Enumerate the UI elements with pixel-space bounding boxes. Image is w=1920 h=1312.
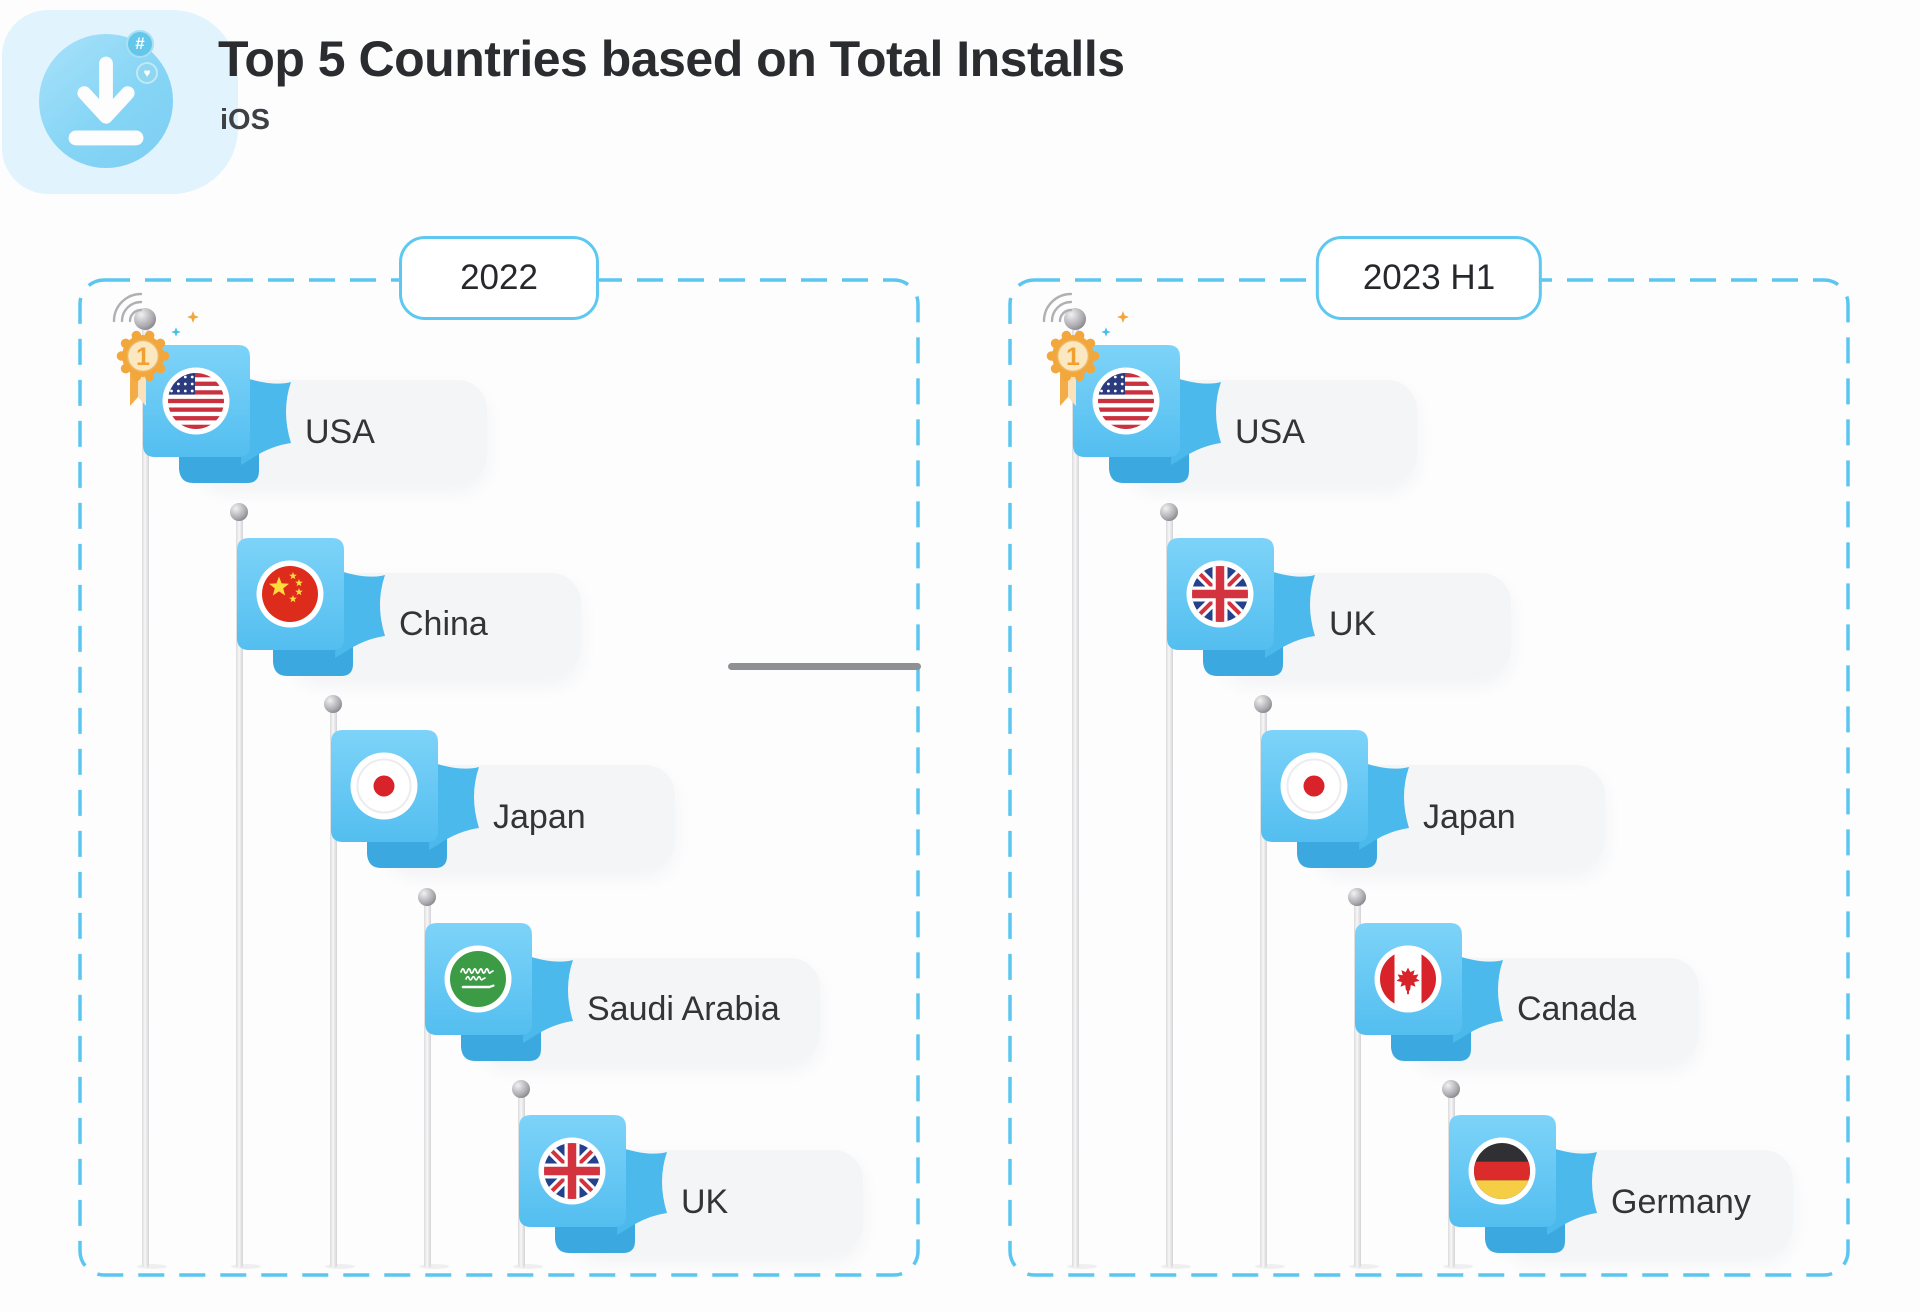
heart-glyph: ♥ (143, 66, 151, 80)
flag-usa-banner (143, 345, 291, 483)
flagpole (1259, 706, 1267, 1268)
flag-row-usa (133, 341, 303, 501)
flag-uk (538, 1137, 606, 1205)
period-label-2023-h1: 2023 H1 (1315, 236, 1543, 320)
flagpole (329, 706, 337, 1268)
rank-1-medal: 1 (1046, 330, 1100, 406)
flagpole (235, 513, 243, 1268)
flagpole-ball (1442, 1080, 1460, 1098)
hashtag-glyph: # (135, 34, 145, 53)
flag-row-japan (1251, 726, 1421, 886)
flagpole-ball (1254, 695, 1272, 713)
flag-row-china (227, 534, 397, 694)
hashtag-icon: # (126, 30, 154, 58)
flagpole (1071, 321, 1079, 1268)
flagpole-ball (1348, 887, 1366, 906)
flagpole-shadow (325, 1264, 355, 1269)
flag-japan-banner (331, 730, 479, 868)
country-name: USA (305, 412, 375, 451)
heart-icon: ♥ (136, 62, 158, 84)
flagpole-ball (134, 308, 156, 330)
flag-row-uk (1157, 534, 1327, 694)
rank-number: 1 (1066, 343, 1080, 371)
sparkles-icon (171, 311, 199, 337)
flagpole (423, 898, 431, 1268)
country-name: UK (1329, 605, 1377, 643)
flag-saudi-arabia-banner (425, 922, 573, 1061)
rank-number: 1 (136, 343, 150, 371)
page-title: Top 5 Countries based on Total Installs (218, 31, 1125, 87)
flag-canada-banner (1355, 922, 1503, 1061)
flagpole (1165, 513, 1173, 1268)
flagpole-shadow (419, 1264, 449, 1269)
signal-arcs-icon (1042, 292, 1073, 323)
flag-germany-banner (1449, 1115, 1597, 1253)
flag-uk-banner (519, 1115, 667, 1253)
platform-subtitle: iOS (220, 104, 270, 136)
signal-arcs-icon (112, 292, 143, 323)
flagpole-ball (324, 695, 342, 713)
flag-row-germany (1439, 1111, 1609, 1271)
flagpole-ball (230, 502, 248, 521)
country-name: Saudi Arabia (587, 990, 780, 1028)
flag-row-canada (1345, 919, 1515, 1079)
flagpole-shadow (513, 1264, 543, 1269)
country-name: USA (1235, 412, 1305, 451)
country-name: Germany (1611, 1182, 1751, 1221)
flag-uk-banner (1167, 537, 1315, 676)
flag-china-banner (237, 537, 385, 676)
rank-1-medal: 1 (116, 330, 170, 406)
sparkles-icon (1101, 311, 1129, 337)
flag-row-uk (509, 1111, 679, 1271)
flag-row-usa (1063, 341, 1233, 501)
country-name: UK (681, 1182, 729, 1221)
flag-germany (1468, 1137, 1536, 1205)
flag-japan (350, 752, 418, 820)
country-name: Japan (493, 797, 586, 836)
panel-2023-h1: 2023 H1 USA 1 (1008, 236, 1850, 1277)
flagpole-shadow (1349, 1264, 1379, 1269)
flagpole-shadow (1161, 1264, 1191, 1269)
flag-usa (162, 367, 230, 435)
flag-japan (1280, 752, 1348, 820)
flagpole-shadow (1067, 1264, 1097, 1269)
period-label-2022: 2022 (399, 236, 599, 320)
panels-connector-line (728, 663, 921, 670)
flagpole-ball (1064, 308, 1086, 330)
panel-2022: 2022 USA 1 (78, 236, 920, 1277)
flagpole-ball (1160, 502, 1178, 521)
flag-saudi-arabia (444, 945, 512, 1012)
download-icon (39, 34, 173, 168)
installs-icon-blob: # ♥ (2, 10, 238, 194)
flagpole (141, 321, 149, 1268)
flagpole-shadow (1255, 1264, 1285, 1269)
country-name: Japan (1423, 797, 1516, 836)
flag-japan-banner (1261, 730, 1409, 868)
download-arrow-icon (68, 56, 144, 146)
country-name: China (399, 605, 488, 643)
flag-usa-banner (1073, 345, 1221, 483)
flagpole-shadow (137, 1264, 167, 1269)
flag-uk (1186, 560, 1254, 627)
flag-china (256, 560, 324, 627)
flagpole (1353, 898, 1361, 1268)
flag-usa (1092, 367, 1160, 435)
country-name: Canada (1517, 990, 1637, 1028)
flag-row-saudi-arabia (415, 919, 585, 1079)
flagpole-shadow (231, 1264, 261, 1269)
flag-row-japan (321, 726, 491, 886)
flagpole-ball (512, 1080, 530, 1098)
flagpole-ball (418, 887, 436, 906)
flagpole-shadow (1443, 1264, 1473, 1269)
flag-canada (1374, 945, 1442, 1012)
